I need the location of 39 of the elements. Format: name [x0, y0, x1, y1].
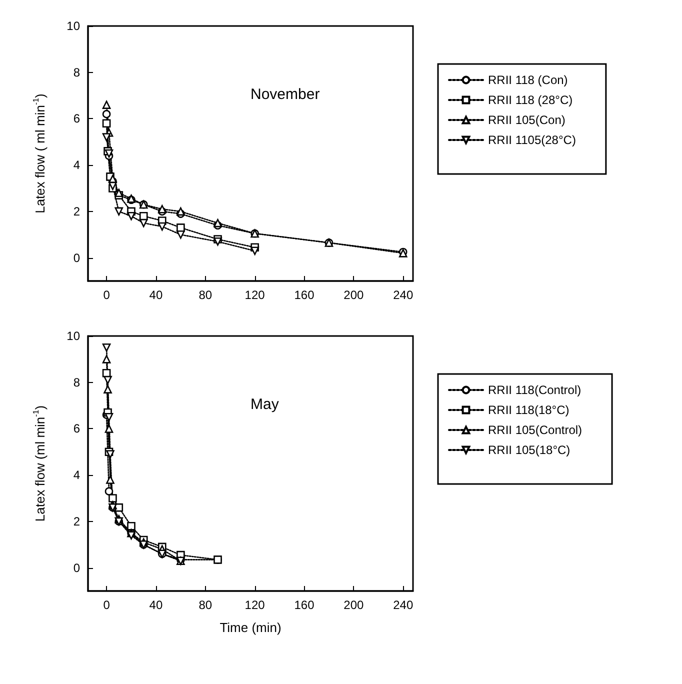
- x-tick-label: 0: [103, 598, 110, 612]
- x-tick-label: 0: [103, 288, 110, 302]
- x-tick-label: 120: [244, 288, 266, 302]
- x-tick-label: 240: [393, 598, 414, 612]
- x-tick-label: 160: [294, 598, 315, 612]
- x-tick-label: 240: [393, 288, 414, 302]
- y-tick-label: 4: [73, 468, 80, 482]
- y-tick-label: 8: [73, 65, 80, 80]
- legend-label: RRII 118(Control): [488, 383, 582, 397]
- y-tick-label: 10: [66, 19, 80, 33]
- x-axis-title: Time (min): [220, 620, 282, 635]
- x-tick-label: 80: [198, 288, 212, 302]
- y-tick-label: 0: [73, 250, 80, 265]
- y-axis-title: Latex flow ( ml min-1): [32, 94, 48, 214]
- x-tick-label: 200: [344, 598, 364, 612]
- y-tick-label: 6: [73, 422, 80, 436]
- x-tick-label: 40: [149, 598, 163, 612]
- y-tick-label: 2: [73, 204, 80, 218]
- y-tick-label: 10: [66, 329, 80, 343]
- legend-label: RRII 105(Control): [488, 423, 582, 437]
- x-tick-label: 120: [244, 598, 266, 612]
- legend-label: RRII 118 (28°C): [488, 93, 573, 107]
- x-tick-label: 160: [294, 288, 315, 302]
- legend-label: RRII 1105(28°C): [488, 133, 576, 147]
- legend-label: RRII 105(Con): [488, 113, 566, 127]
- y-axis-title: Latex flow (ml min-1): [32, 405, 48, 522]
- x-tick-label: 200: [344, 288, 364, 302]
- annotation: May: [250, 396, 280, 414]
- y-tick-label: 2: [73, 514, 80, 528]
- legend-label: RRII 118(18°C): [488, 403, 570, 417]
- x-tick-label: 80: [198, 598, 212, 612]
- legend-label: RRII 118 (Con): [488, 73, 568, 87]
- annotation: November: [250, 86, 320, 104]
- y-tick-label: 4: [73, 158, 80, 172]
- y-tick-label: 8: [73, 375, 80, 390]
- x-tick-label: 40: [149, 288, 163, 302]
- y-tick-label: 6: [73, 112, 80, 126]
- legend-label: RRII 105(18°C): [488, 443, 570, 457]
- y-tick-label: 0: [73, 560, 80, 575]
